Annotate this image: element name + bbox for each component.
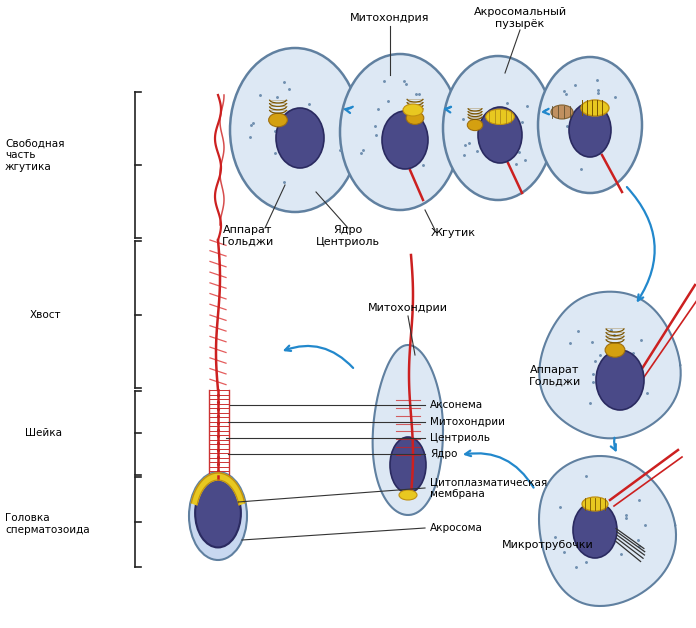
Polygon shape (372, 345, 443, 515)
Ellipse shape (467, 119, 483, 131)
Polygon shape (539, 456, 676, 606)
Ellipse shape (596, 350, 644, 410)
Ellipse shape (486, 109, 514, 124)
Ellipse shape (551, 105, 573, 119)
Ellipse shape (443, 56, 553, 200)
Text: пузырёк: пузырёк (496, 19, 545, 29)
Text: Аксонема: Аксонема (430, 400, 483, 410)
Ellipse shape (276, 108, 324, 168)
Text: Акросома: Акросома (430, 523, 483, 533)
Text: Жгутик: Жгутик (431, 228, 475, 238)
Ellipse shape (569, 103, 611, 157)
Text: Центриоль: Центриоль (430, 433, 490, 443)
Ellipse shape (195, 479, 241, 548)
Text: Свободная
часть
жгутика: Свободная часть жгутика (5, 138, 65, 171)
Ellipse shape (538, 57, 642, 193)
Ellipse shape (269, 113, 287, 127)
Text: Головка
сперматозоида: Головка сперматозоида (5, 513, 90, 535)
Ellipse shape (478, 107, 522, 163)
Ellipse shape (382, 111, 428, 169)
Polygon shape (539, 291, 681, 438)
Text: Цитоплазматическая
мембрана: Цитоплазматическая мембрана (430, 477, 547, 499)
Text: Ядро: Ядро (430, 449, 457, 459)
Ellipse shape (582, 497, 608, 511)
Ellipse shape (581, 100, 609, 116)
Ellipse shape (399, 490, 417, 500)
Ellipse shape (390, 437, 426, 493)
Text: Митохондрии: Митохондрии (368, 303, 448, 313)
Ellipse shape (406, 112, 424, 124)
Ellipse shape (403, 104, 423, 116)
Text: Аппарат: Аппарат (223, 225, 273, 235)
Text: Центриоль: Центриоль (316, 237, 380, 247)
Text: Митохондрии: Митохондрии (430, 417, 505, 427)
Text: Ядро: Ядро (333, 225, 363, 235)
Text: Шейка: Шейка (25, 428, 62, 438)
Text: Митохондрия: Митохондрия (350, 13, 429, 23)
Ellipse shape (230, 48, 360, 212)
Text: Гольджи: Гольджи (222, 237, 274, 247)
Ellipse shape (189, 472, 247, 560)
Text: Хвост: Хвост (30, 310, 61, 320)
Text: Микротрубочки: Микротрубочки (502, 540, 594, 550)
Polygon shape (191, 473, 244, 505)
Ellipse shape (605, 343, 625, 357)
Text: Гольджи: Гольджи (529, 377, 581, 387)
Ellipse shape (573, 502, 617, 558)
Text: Акросомальный: Акросомальный (473, 7, 567, 17)
Ellipse shape (340, 54, 460, 210)
Text: Аппарат: Аппарат (530, 365, 580, 375)
